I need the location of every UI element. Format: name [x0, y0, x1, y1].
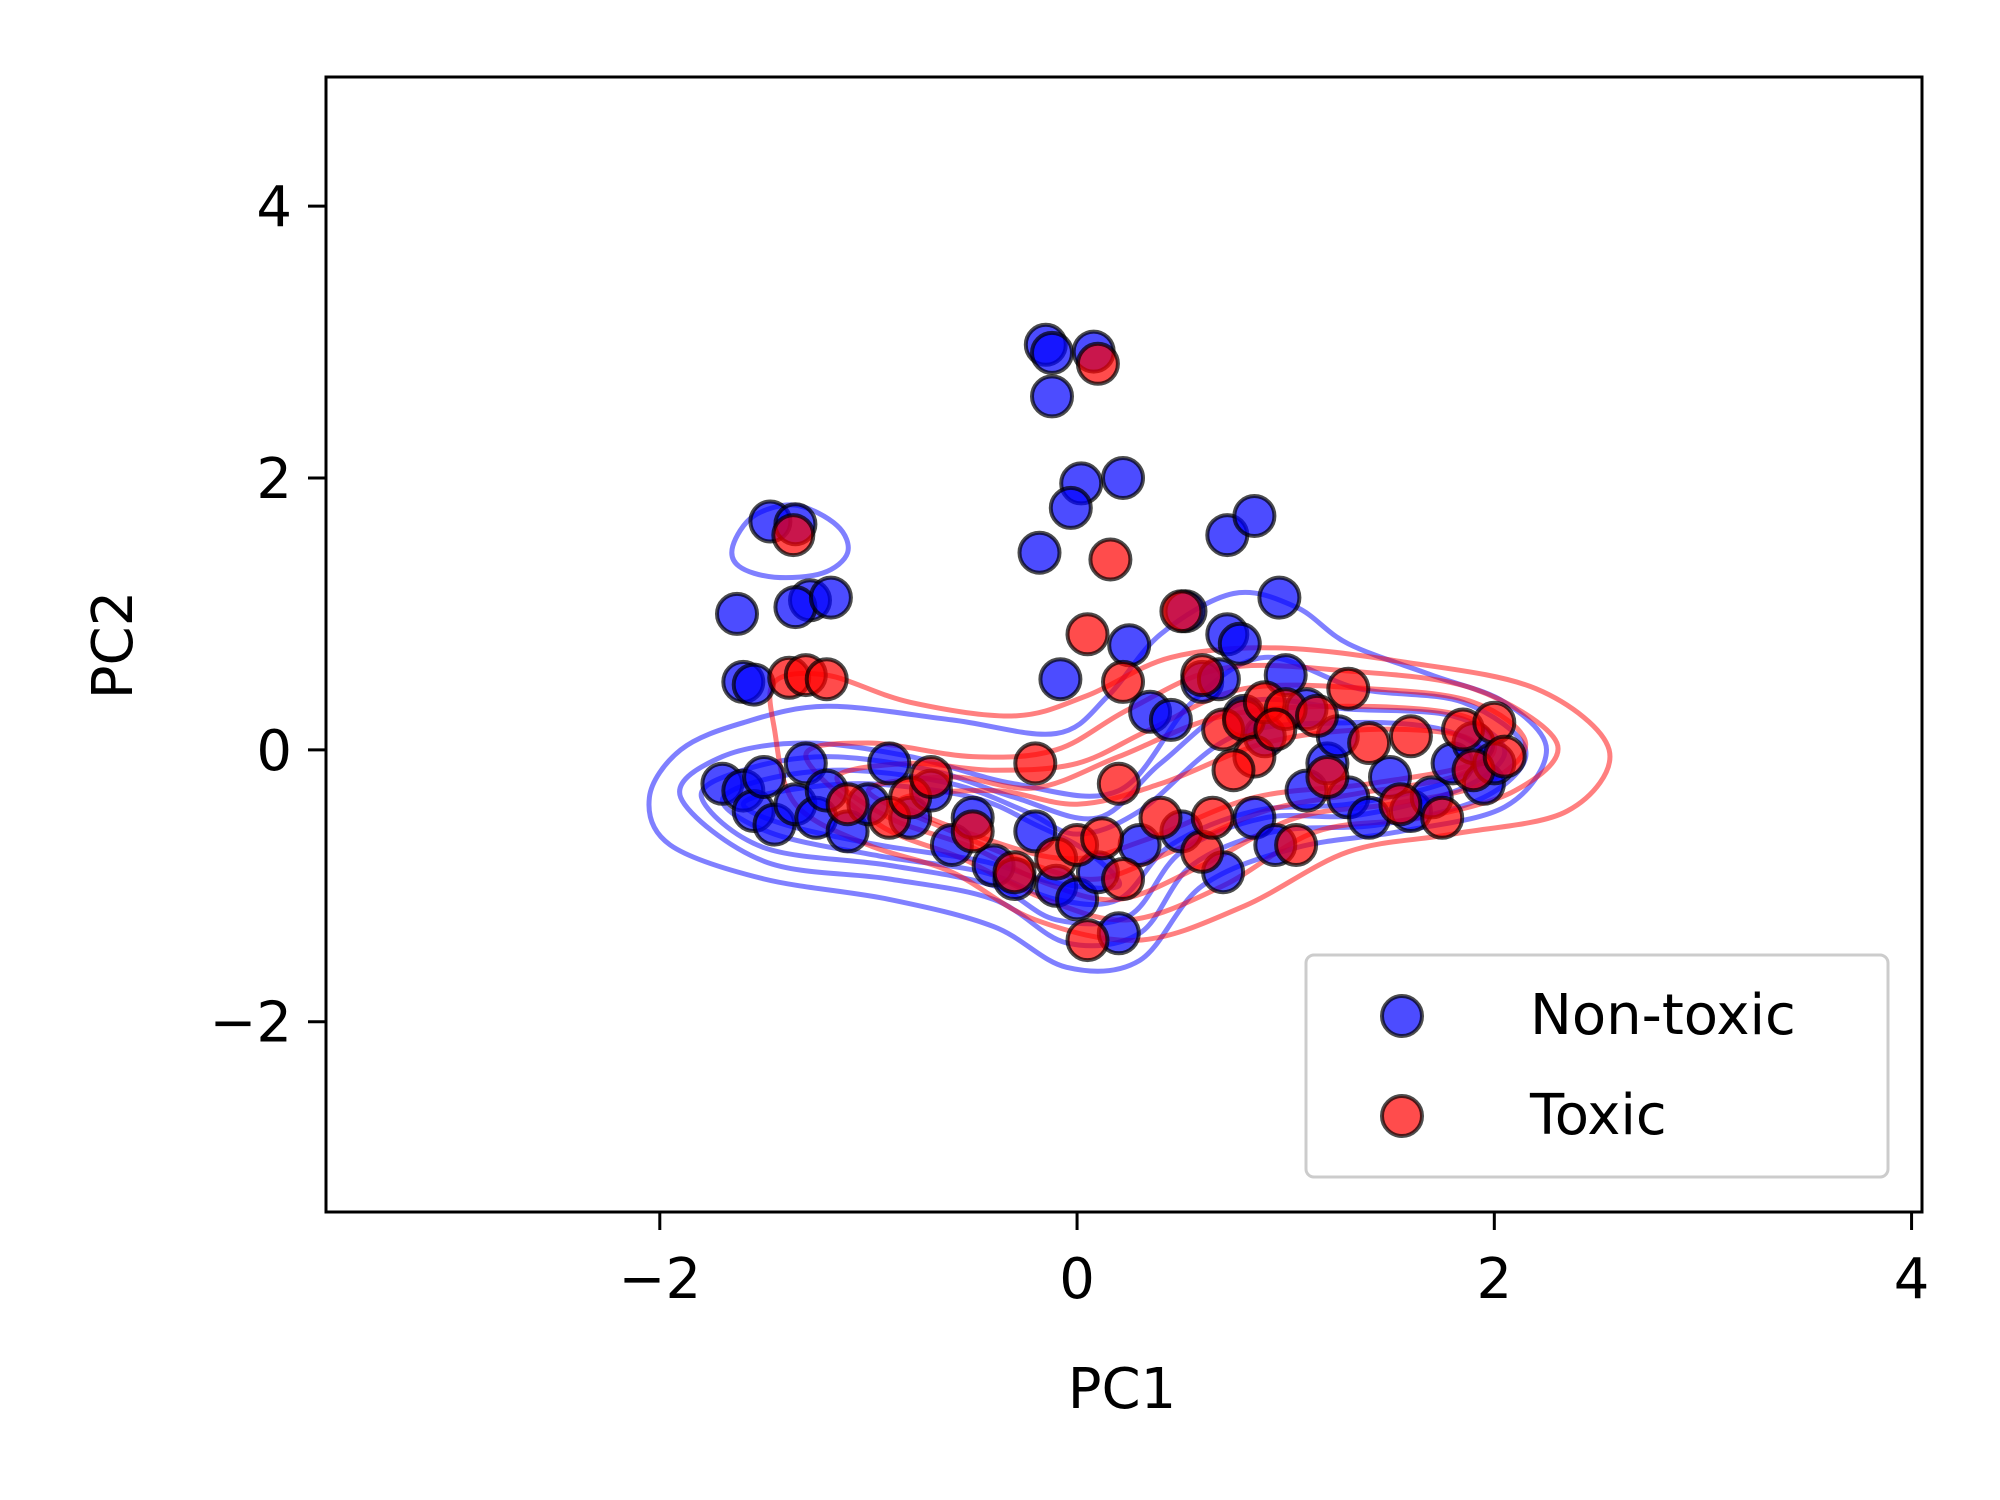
point-1-4 [1065, 612, 1110, 657]
point-1-14 [950, 809, 995, 854]
y-axis-label: PC2 [81, 591, 146, 700]
point-0-20 [1107, 623, 1152, 668]
point-0-25 [1148, 697, 1193, 742]
legend-marker-toxic [1380, 1094, 1424, 1138]
scatter-points [700, 322, 1527, 963]
point-0-31 [742, 755, 787, 799]
point-1-1 [771, 513, 816, 558]
point-1-35 [1378, 782, 1423, 827]
y-tick-label-0: −2 [209, 991, 292, 1056]
point-1-37 [1420, 795, 1465, 840]
point-1-44 [1211, 748, 1256, 793]
point-0-1 [1030, 330, 1074, 375]
point-1-20 [1080, 816, 1125, 861]
point-1-36 [1388, 714, 1433, 759]
legend-box [1304, 953, 1890, 1179]
point-1-25 [1190, 795, 1235, 840]
point-1-32 [1305, 755, 1350, 799]
point-0-16 [808, 575, 853, 620]
x-axis-label: PC1 [1068, 1357, 1177, 1422]
point-1-13 [909, 755, 953, 799]
point-0-10 [1257, 575, 1302, 620]
point-0-19 [731, 662, 776, 707]
x-tick-label-2: 2 [1476, 1247, 1512, 1312]
x-tick-label-0: −2 [619, 1247, 702, 1312]
point-1-41 [1482, 734, 1527, 779]
point-1-33 [1326, 666, 1371, 711]
point-0-23 [1217, 621, 1262, 666]
point-0-9 [1232, 494, 1277, 538]
legend-label-non-toxic: Non-toxic [1530, 983, 1796, 1048]
point-1-0 [1075, 341, 1120, 386]
point-0-3 [1030, 374, 1074, 419]
point-1-10 [825, 782, 870, 827]
point-1-23 [1138, 795, 1183, 840]
y-axis-ticks: −2 0 2 4 [209, 175, 326, 1056]
y-tick-label-3: 4 [256, 175, 292, 240]
y-tick-label-1: 0 [256, 719, 292, 784]
point-1-42 [1253, 707, 1298, 752]
point-1-3 [1159, 589, 1204, 634]
point-0-11 [1038, 657, 1083, 702]
point-1-31 [1274, 823, 1319, 867]
point-1-19 [1065, 918, 1110, 963]
point-0-17 [715, 591, 759, 636]
series-1 [767, 341, 1527, 963]
point-0-5 [1048, 485, 1093, 530]
point-1-7 [804, 657, 849, 702]
point-0-39 [867, 741, 912, 786]
plot-frame [324, 75, 1924, 1214]
legend: Non-toxic Toxic [1304, 953, 1890, 1179]
point-0-6 [1101, 456, 1145, 500]
point-1-43 [1295, 693, 1339, 738]
point-1-22 [1101, 857, 1145, 901]
point-1-2 [1088, 537, 1133, 582]
point-1-8 [1101, 659, 1145, 704]
y-tick-label-2: 2 [256, 447, 292, 512]
point-1-34 [1347, 721, 1392, 765]
point-1-16 [1013, 741, 1058, 786]
x-axis-ticks: −2 0 2 4 [619, 1212, 1930, 1312]
point-1-21 [1096, 761, 1141, 806]
legend-marker-non-toxic [1380, 994, 1424, 1038]
contour-1-level-0 [767, 645, 1613, 943]
point-1-9 [1180, 653, 1225, 698]
point-0-7 [1017, 530, 1062, 575]
x-tick-label-1: 0 [1059, 1247, 1095, 1312]
legend-label-toxic: Toxic [1529, 1083, 1667, 1148]
point-1-15 [992, 850, 1037, 895]
x-tick-label-3: 4 [1894, 1247, 1930, 1312]
